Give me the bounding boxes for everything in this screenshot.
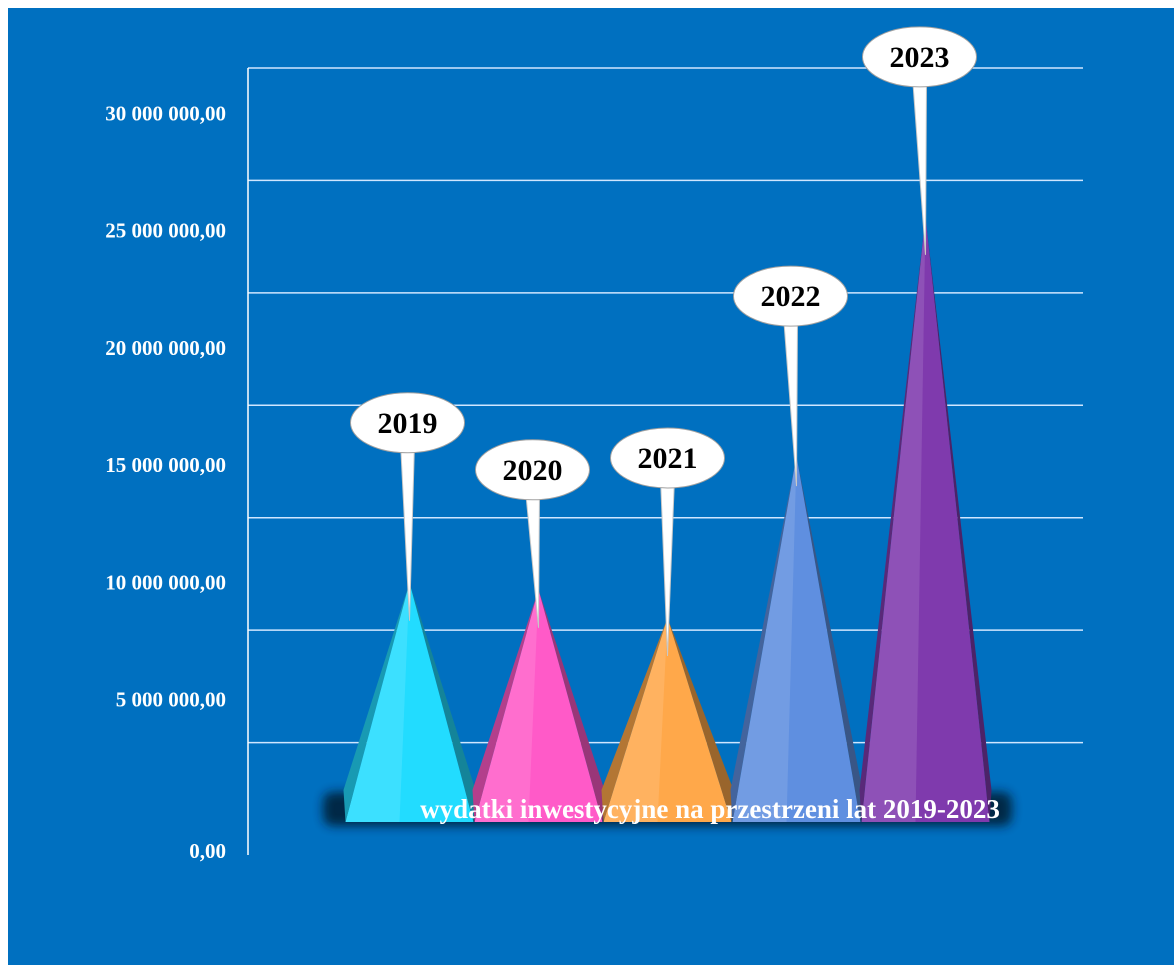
cone-2019 (343, 582, 476, 822)
cone-side (796, 456, 863, 822)
y-tick-label: 10 000 000,00 (105, 570, 226, 594)
cone-highlight (732, 456, 797, 822)
callout-label: 2020 (503, 454, 563, 487)
callout-seam (782, 306, 799, 321)
cone-side (343, 582, 410, 822)
callout-seam (659, 467, 676, 482)
cone-face (603, 617, 732, 822)
y-tick-label: 30 000 000,00 (105, 101, 226, 125)
callout-seam (399, 432, 416, 447)
callout-pointer (782, 315, 799, 487)
cone-side (409, 582, 476, 822)
cone-side (538, 589, 605, 822)
callout-bubble (350, 392, 465, 454)
cone-side (667, 617, 734, 822)
callout-bubble (862, 26, 977, 88)
y-tick-label: 20 000 000,00 (105, 336, 226, 360)
callout-label: 2022 (761, 280, 821, 313)
year-callouts: 2019 2020 2021 2022 2023 (350, 26, 977, 656)
callout-2023: 2023 (862, 26, 977, 255)
callout-label: 2023 (890, 41, 950, 74)
cone-highlight (603, 617, 668, 822)
cone-2021 (601, 617, 734, 822)
callout-label: 2021 (638, 442, 698, 475)
callout-bubble (733, 265, 848, 327)
callout-bubble (475, 439, 590, 501)
cone-side (925, 216, 992, 822)
cone-2023 (859, 216, 992, 822)
callout-seam (911, 66, 928, 81)
cone-bars (343, 216, 992, 822)
cone-face (732, 456, 861, 822)
x-axis-title: wydatki inwestycyjne na przestrzeni lat … (420, 794, 1000, 824)
cone-face (474, 589, 603, 822)
cone-highlight (861, 216, 926, 822)
callout-pointer (659, 477, 676, 656)
cone-face (345, 582, 474, 822)
callout-pointer (911, 76, 928, 255)
callout-seam (524, 479, 541, 494)
cone-2020 (472, 589, 605, 822)
cone-side (601, 617, 668, 822)
y-tick-labels: 0,00 5 000 000,00 10 000 000,00 15 000 000,… (105, 101, 226, 863)
callout-2019: 2019 (350, 392, 465, 621)
cone-face (861, 216, 990, 822)
cone-side (859, 216, 926, 822)
cone-highlight (474, 589, 539, 822)
y-tick-label: 15 000 000,00 (105, 453, 226, 477)
callout-pointer (524, 489, 541, 628)
y-tick-label: 5 000 000,00 (116, 688, 226, 712)
callout-label: 2019 (378, 407, 438, 440)
cone-side (730, 456, 797, 822)
callout-2021: 2021 (610, 427, 725, 656)
y-tick-label: 25 000 000,00 (105, 219, 226, 243)
cone-2022 (730, 456, 863, 822)
callout-2022: 2022 (733, 265, 848, 487)
y-tick-label: 0,00 (189, 839, 226, 863)
cone-side (472, 589, 539, 822)
cone-highlight (345, 582, 410, 822)
callout-bubble (610, 427, 725, 489)
callout-2020: 2020 (475, 439, 590, 628)
